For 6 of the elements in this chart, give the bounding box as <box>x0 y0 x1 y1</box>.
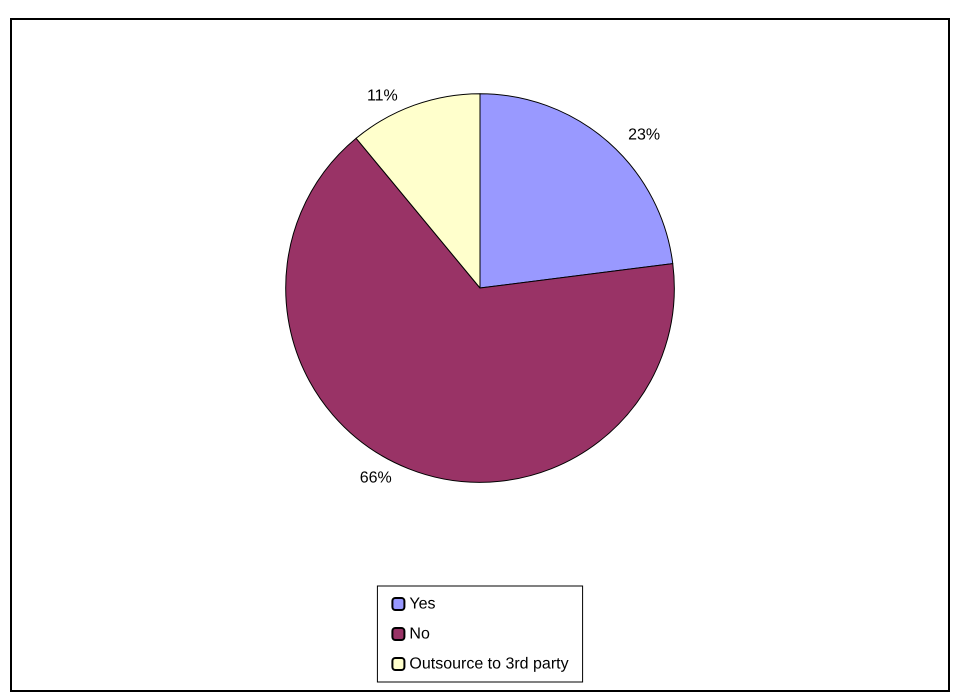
legend-label: Outsource to 3rd party <box>409 656 569 672</box>
legend-label: Yes <box>409 596 436 612</box>
legend-label: No <box>409 626 430 642</box>
data-label: 23% <box>628 126 660 144</box>
data-label: 11% <box>366 87 398 104</box>
data-label: 66% <box>360 469 392 486</box>
